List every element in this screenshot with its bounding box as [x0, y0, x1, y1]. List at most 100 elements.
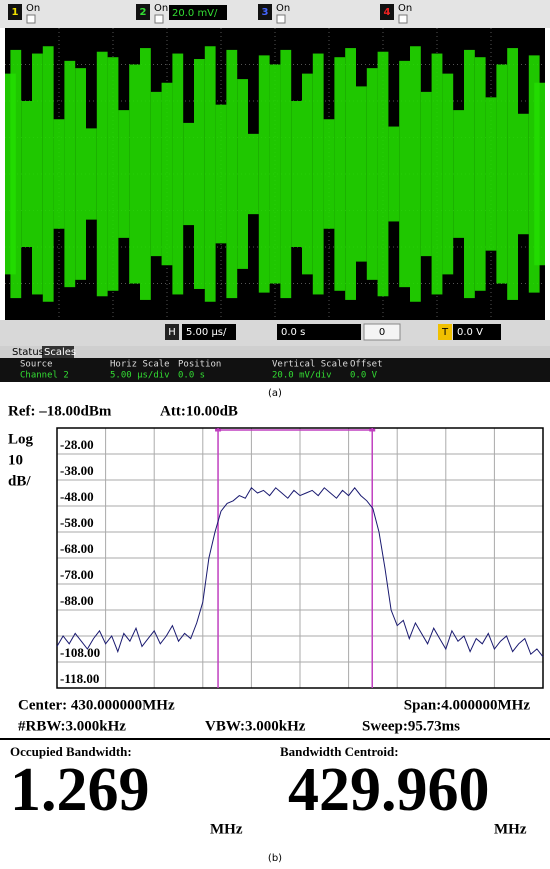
envelope-burst — [356, 86, 367, 262]
envelope-burst — [377, 51, 389, 297]
trigger-level-box[interactable] — [453, 324, 501, 340]
envelope-burst — [215, 104, 227, 244]
envelope-burst — [442, 73, 454, 275]
channel-box — [136, 4, 150, 20]
y-tick-label: -78.00 — [60, 567, 94, 582]
channel-checkbox[interactable] — [276, 14, 286, 24]
timebase: 5.00 µs/ — [186, 327, 227, 338]
envelope-burst — [107, 57, 119, 291]
centroid-unit: MHz — [494, 821, 527, 837]
y-label: 10 — [8, 452, 23, 468]
table-cell: 0.0 s — [178, 371, 205, 381]
obw-label: Occupied Bandwidth: — [10, 744, 132, 759]
envelope-burst — [75, 68, 86, 280]
channel-number: 1 — [12, 7, 19, 18]
caption: (a) — [268, 388, 282, 399]
envelope-burst — [496, 64, 508, 284]
channel-checkbox[interactable] — [398, 14, 408, 24]
scope-top-bar — [0, 0, 550, 28]
channel-box — [258, 4, 272, 20]
channel-state: On — [154, 3, 168, 14]
channel-number: 3 — [262, 7, 269, 18]
envelope-burst — [280, 49, 292, 299]
envelope-burst — [323, 119, 335, 229]
channel-number: 2 — [140, 7, 147, 18]
trigger-label: T — [441, 327, 449, 338]
envelope-burst — [507, 48, 518, 300]
envelope-burst — [453, 110, 464, 238]
caption: (b) — [268, 853, 282, 864]
centroid-label: Bandwidth Centroid: — [280, 744, 399, 759]
channel-checkbox[interactable] — [26, 14, 36, 24]
scale-box — [169, 5, 227, 20]
tab-bar — [0, 346, 550, 358]
y-tick-label: -38.00 — [60, 463, 94, 478]
centroid-value: 429.960 — [288, 756, 490, 824]
envelope-burst — [420, 91, 432, 257]
y-tick-label: -68.00 — [60, 541, 94, 556]
delay-ref-box[interactable] — [363, 323, 401, 341]
envelope-burst — [534, 82, 545, 266]
envelope-burst — [21, 101, 32, 247]
envelope-burst — [10, 49, 22, 299]
envelope-burst — [64, 60, 76, 288]
envelope-burst — [86, 128, 97, 220]
obw-value: 1.269 — [10, 756, 150, 824]
channel-checkbox[interactable] — [154, 14, 164, 24]
channel-box — [380, 4, 394, 20]
rbw: #RBW:3.000kHz — [18, 718, 126, 734]
envelope-burst — [269, 64, 281, 284]
plot-frame — [56, 427, 544, 689]
envelope-burst — [53, 119, 65, 229]
envelope-burst — [528, 55, 540, 293]
trigger-box — [438, 324, 452, 340]
envelope-burst — [118, 110, 130, 238]
table-header: Horiz Scale — [110, 360, 170, 370]
span: Span:4.000000MHz — [404, 697, 531, 713]
envelope-burst — [258, 55, 270, 293]
table-header: Position — [178, 360, 221, 370]
y-tick-label: -88.00 — [60, 593, 94, 608]
y-tick-label: -108.00 — [60, 645, 100, 660]
table-cell: 5.00 µs/div — [110, 371, 170, 381]
envelope-burst — [399, 60, 410, 288]
channel-state: On — [26, 3, 40, 14]
channel-scale: 20.0 mV/ — [172, 8, 218, 19]
envelope-burst — [518, 113, 529, 235]
table-header: Vertical Scale — [272, 360, 348, 370]
envelope-burst — [334, 57, 346, 291]
tab-active[interactable] — [42, 346, 74, 358]
table-cell: Channel 2 — [20, 371, 69, 381]
envelope-burst — [431, 53, 443, 295]
tab[interactable]: Status — [12, 347, 44, 358]
table-header: Source — [20, 360, 53, 370]
y-label: Log — [8, 431, 34, 447]
envelope-burst — [129, 64, 140, 284]
trigger-level: 0.0 V — [457, 327, 483, 338]
y-tick-label: -118.00 — [60, 671, 99, 686]
envelope-burst — [161, 82, 173, 266]
channel-box — [8, 4, 22, 20]
envelope-burst — [204, 46, 216, 302]
envelope-burst — [32, 53, 43, 295]
trace — [56, 486, 544, 658]
envelope-burst — [312, 53, 324, 295]
envelope-burst — [237, 79, 248, 269]
envelope-burst — [150, 91, 162, 257]
timebase-box[interactable] — [182, 324, 236, 340]
obw-unit: MHz — [210, 821, 243, 837]
h-box — [165, 324, 179, 340]
envelope-burst — [96, 51, 108, 297]
channel-state: On — [276, 3, 290, 14]
scales-table — [0, 358, 550, 382]
envelope-burst — [248, 133, 259, 215]
att: Att:10.00dB — [160, 403, 238, 419]
y-tick-label: -58.00 — [60, 515, 94, 530]
delay: 0.0 s — [281, 327, 305, 338]
envelope-burst — [140, 48, 151, 300]
delay-box[interactable] — [277, 324, 361, 340]
envelope-burst — [410, 46, 421, 302]
envelope-burst — [172, 53, 184, 295]
envelope-burst — [183, 122, 194, 226]
tab[interactable]: Scales — [44, 347, 76, 358]
